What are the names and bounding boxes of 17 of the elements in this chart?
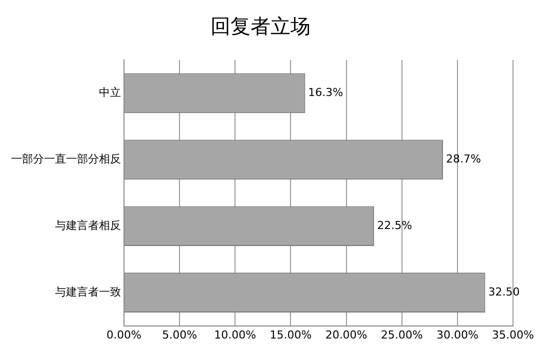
- x-tick-label: 0.00%: [106, 328, 142, 342]
- x-tick-label: 15.00%: [270, 328, 312, 342]
- y-tick-label: 与建言者一致: [55, 285, 121, 298]
- x-tick-label: 10.00%: [214, 328, 256, 342]
- y-tick-label: 与建言者相反: [55, 218, 121, 232]
- data-label: 22.5%: [377, 218, 412, 232]
- chart-title: 回复者立场: [210, 14, 310, 38]
- y-tick-label: 中立: [99, 86, 121, 100]
- y-tick-label: 一部分一直一部分相反: [11, 152, 121, 166]
- data-label: 28.7%: [446, 152, 481, 166]
- x-tick-label: 25.00%: [380, 328, 423, 342]
- data-label: 32.50: [488, 285, 520, 298]
- x-tick-label: 35.00%: [492, 328, 534, 342]
- x-tick-label: 5.00%: [162, 328, 198, 342]
- data-label: 16.3%: [308, 86, 344, 100]
- x-tick-label: 20.00%: [325, 328, 368, 342]
- x-tick-label: 30.00%: [436, 328, 478, 342]
